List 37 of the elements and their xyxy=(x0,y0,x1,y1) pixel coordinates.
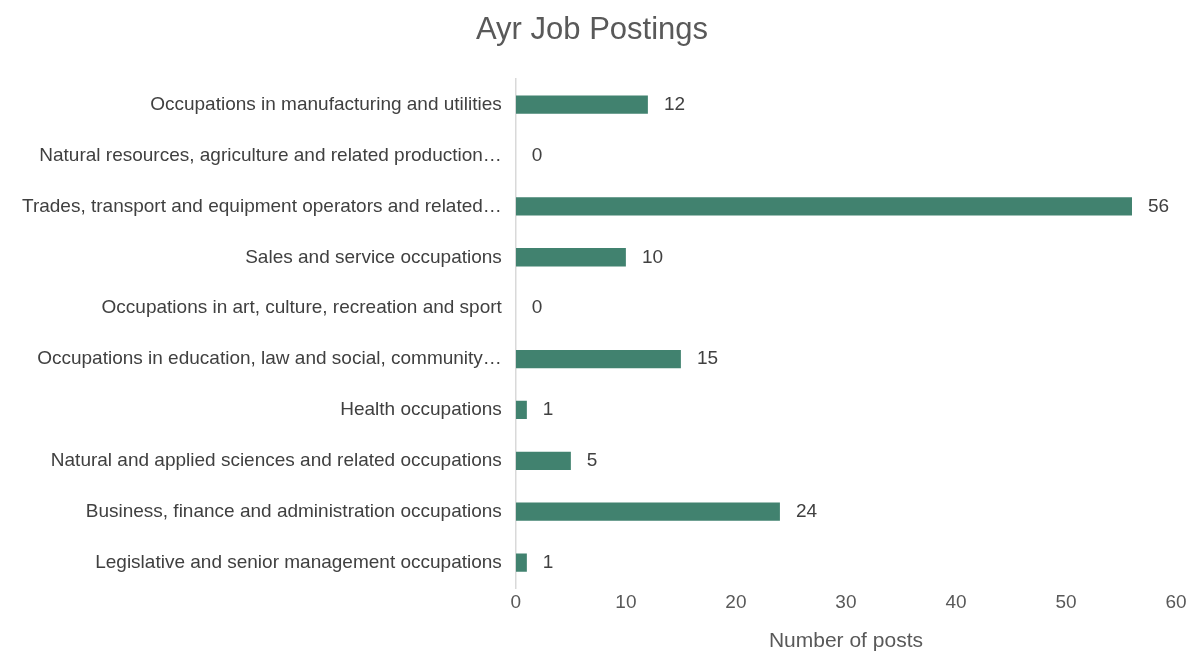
chart-title: Ayr Job Postings xyxy=(475,11,709,47)
bar xyxy=(515,349,681,369)
y-tick-label: Natural and applied sciences and related occupations xyxy=(50,449,502,471)
data-label: 0 xyxy=(531,143,543,165)
bar xyxy=(515,95,648,114)
data-label: 1 xyxy=(542,550,554,572)
y-tick-label: Business, finance and administration occupations xyxy=(85,499,502,521)
x-tick-label: 50 xyxy=(1055,590,1077,612)
x-tick-label: 30 xyxy=(835,590,857,612)
data-label: 15 xyxy=(696,347,719,369)
data-label: 10 xyxy=(641,245,664,267)
data-label: 0 xyxy=(531,296,543,318)
y-tick-label: Legislative and senior management occupations xyxy=(95,550,502,572)
bar xyxy=(515,451,571,470)
bar xyxy=(515,248,626,267)
data-label: 56 xyxy=(1147,194,1170,216)
bar xyxy=(515,197,1132,216)
x-tick-label: 0 xyxy=(510,590,522,612)
y-tick-label: Occupations in education, law and social, community… xyxy=(37,347,502,369)
data-label: 5 xyxy=(586,449,598,471)
x-tick-label: 40 xyxy=(945,590,967,612)
y-tick-label: Occupations in manufacturing and utilities xyxy=(150,92,502,114)
bar xyxy=(515,502,780,521)
y-tick-label: Natural resources, agriculture and related production… xyxy=(39,143,502,165)
x-tick-label: 10 xyxy=(615,590,637,612)
data-label: 12 xyxy=(663,92,686,114)
y-tick-label: Sales and service occupations xyxy=(245,245,502,267)
bar xyxy=(515,400,527,420)
bar xyxy=(515,553,527,572)
data-label: 1 xyxy=(542,398,554,420)
x-tick-label: 60 xyxy=(1165,590,1187,612)
x-tick-label: 20 xyxy=(725,590,747,612)
data-label: 24 xyxy=(795,499,818,521)
y-tick-label: Occupations in art, culture, recreation and sport xyxy=(101,296,503,318)
y-tick-label: Trades, transport and equipment operators and related… xyxy=(21,194,502,216)
x-axis-title: Number of posts xyxy=(768,628,923,652)
y-tick-label: Health occupations xyxy=(340,398,502,420)
